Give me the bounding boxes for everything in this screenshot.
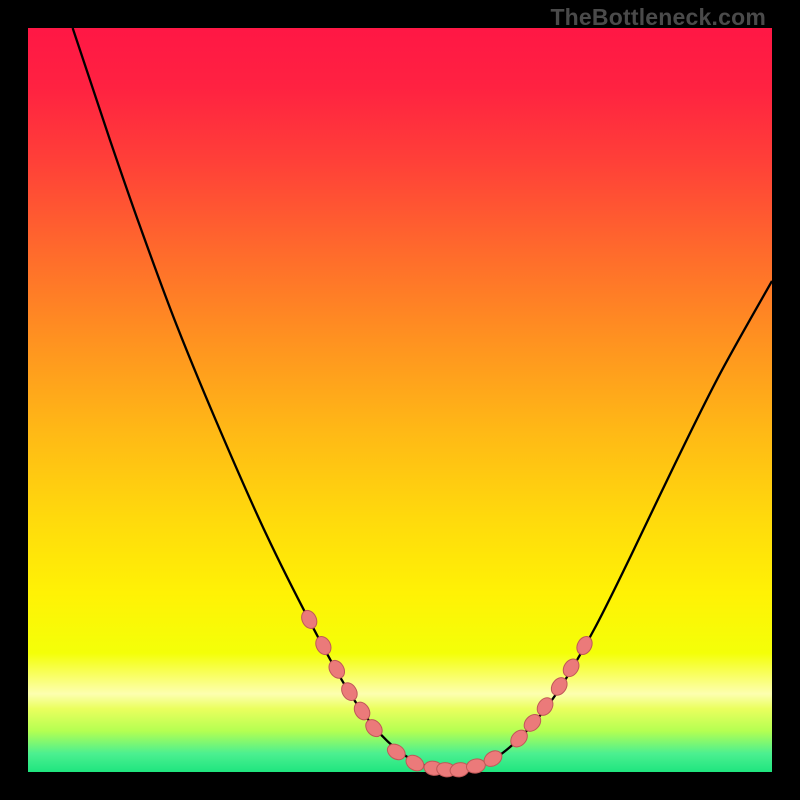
watermark-text: TheBottleneck.com [550,4,766,31]
plot-background [28,28,772,772]
chart-svg [0,0,800,800]
chart-frame: TheBottleneck.com [0,0,800,800]
